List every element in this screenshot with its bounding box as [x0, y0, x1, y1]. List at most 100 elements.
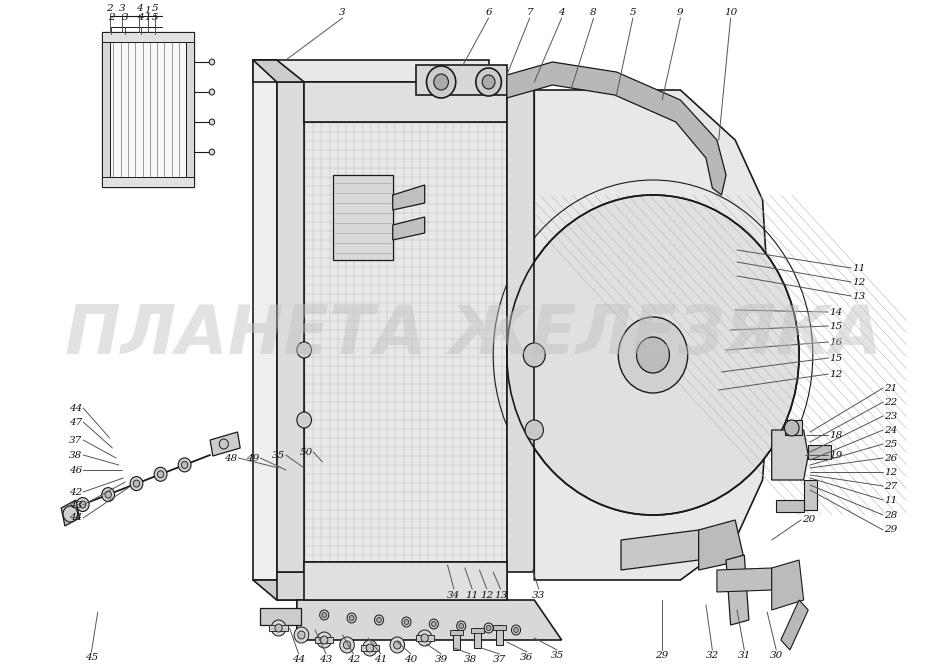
Text: 5: 5 [152, 3, 158, 13]
Polygon shape [297, 600, 561, 640]
Polygon shape [277, 572, 507, 600]
Circle shape [785, 420, 799, 436]
Polygon shape [726, 555, 749, 625]
Text: 20: 20 [802, 516, 815, 524]
Text: 9: 9 [677, 7, 684, 17]
Text: 47: 47 [69, 417, 82, 427]
Text: 37: 37 [69, 436, 82, 444]
Circle shape [459, 624, 464, 628]
Bar [453, 630, 461, 650]
Text: 25: 25 [884, 440, 897, 448]
Text: 1: 1 [145, 5, 152, 15]
Text: 29: 29 [884, 526, 897, 535]
Polygon shape [781, 600, 809, 650]
Text: 10: 10 [724, 7, 738, 17]
Polygon shape [415, 65, 507, 95]
Bar [474, 628, 482, 648]
Text: ПЛАНЕТА ЖЕЛЕЗЯКА: ПЛАНЕТА ЖЕЛЕЗЯКА [65, 302, 883, 367]
Circle shape [484, 623, 493, 633]
Circle shape [210, 119, 214, 125]
Circle shape [181, 462, 188, 468]
Bar [187, 32, 193, 187]
Polygon shape [210, 432, 240, 456]
Circle shape [297, 412, 312, 428]
Text: 27: 27 [884, 482, 897, 490]
Bar [785, 420, 802, 435]
Text: 7: 7 [526, 7, 533, 17]
Bar [361, 645, 379, 651]
Text: 13: 13 [494, 591, 507, 599]
Polygon shape [772, 560, 804, 610]
Text: 5: 5 [629, 7, 636, 17]
Text: 15: 15 [829, 322, 842, 330]
Bar [102, 177, 193, 187]
Circle shape [210, 59, 214, 65]
Polygon shape [261, 608, 301, 625]
Circle shape [155, 467, 167, 481]
Circle shape [347, 613, 356, 623]
Text: 38: 38 [464, 656, 477, 664]
Text: 43: 43 [69, 500, 82, 510]
Bar [776, 500, 804, 512]
Circle shape [476, 68, 501, 96]
Circle shape [507, 195, 799, 515]
Text: 42: 42 [69, 488, 82, 496]
Polygon shape [392, 217, 425, 240]
Circle shape [514, 628, 519, 632]
Text: 36: 36 [520, 654, 534, 662]
Circle shape [417, 630, 432, 646]
Text: 32: 32 [705, 652, 719, 660]
Bar [102, 32, 193, 42]
Text: 1: 1 [145, 13, 152, 21]
Circle shape [366, 644, 374, 652]
Circle shape [427, 66, 456, 98]
Circle shape [105, 491, 111, 498]
Text: 39: 39 [434, 656, 447, 664]
Text: 3: 3 [339, 7, 346, 17]
Circle shape [319, 610, 329, 620]
Circle shape [219, 439, 228, 449]
Circle shape [390, 637, 405, 653]
Text: 12: 12 [884, 468, 897, 476]
Text: 11: 11 [884, 496, 897, 504]
Bar [804, 480, 817, 510]
Text: 4: 4 [558, 7, 565, 17]
Text: 37: 37 [493, 656, 506, 664]
Polygon shape [277, 82, 304, 572]
Polygon shape [717, 568, 772, 592]
Text: 46: 46 [69, 466, 82, 474]
Circle shape [402, 617, 411, 627]
Circle shape [320, 636, 328, 644]
Text: 2: 2 [106, 3, 113, 13]
Text: 4: 4 [136, 3, 142, 13]
Circle shape [298, 631, 305, 639]
Text: 43: 43 [319, 656, 333, 664]
Text: 44: 44 [292, 656, 305, 664]
Circle shape [404, 619, 409, 624]
Text: 45: 45 [84, 654, 98, 662]
Bar [809, 445, 831, 459]
Text: 28: 28 [884, 510, 897, 520]
Polygon shape [621, 530, 699, 570]
Text: 30: 30 [770, 652, 783, 660]
Bar [415, 635, 434, 641]
Polygon shape [253, 60, 488, 82]
Polygon shape [535, 90, 772, 580]
Circle shape [636, 337, 669, 373]
Circle shape [297, 342, 312, 358]
Circle shape [483, 75, 495, 89]
Circle shape [210, 149, 214, 155]
Text: 12: 12 [829, 369, 842, 379]
Text: 21: 21 [884, 383, 897, 393]
Circle shape [511, 625, 520, 635]
Bar [450, 630, 463, 635]
Circle shape [421, 634, 428, 642]
Circle shape [350, 615, 354, 621]
Text: 8: 8 [591, 7, 597, 17]
Text: 31: 31 [738, 652, 751, 660]
Circle shape [317, 632, 332, 648]
Polygon shape [772, 430, 809, 480]
Text: 5: 5 [152, 13, 158, 21]
Text: 33: 33 [532, 591, 545, 599]
Circle shape [101, 488, 115, 502]
